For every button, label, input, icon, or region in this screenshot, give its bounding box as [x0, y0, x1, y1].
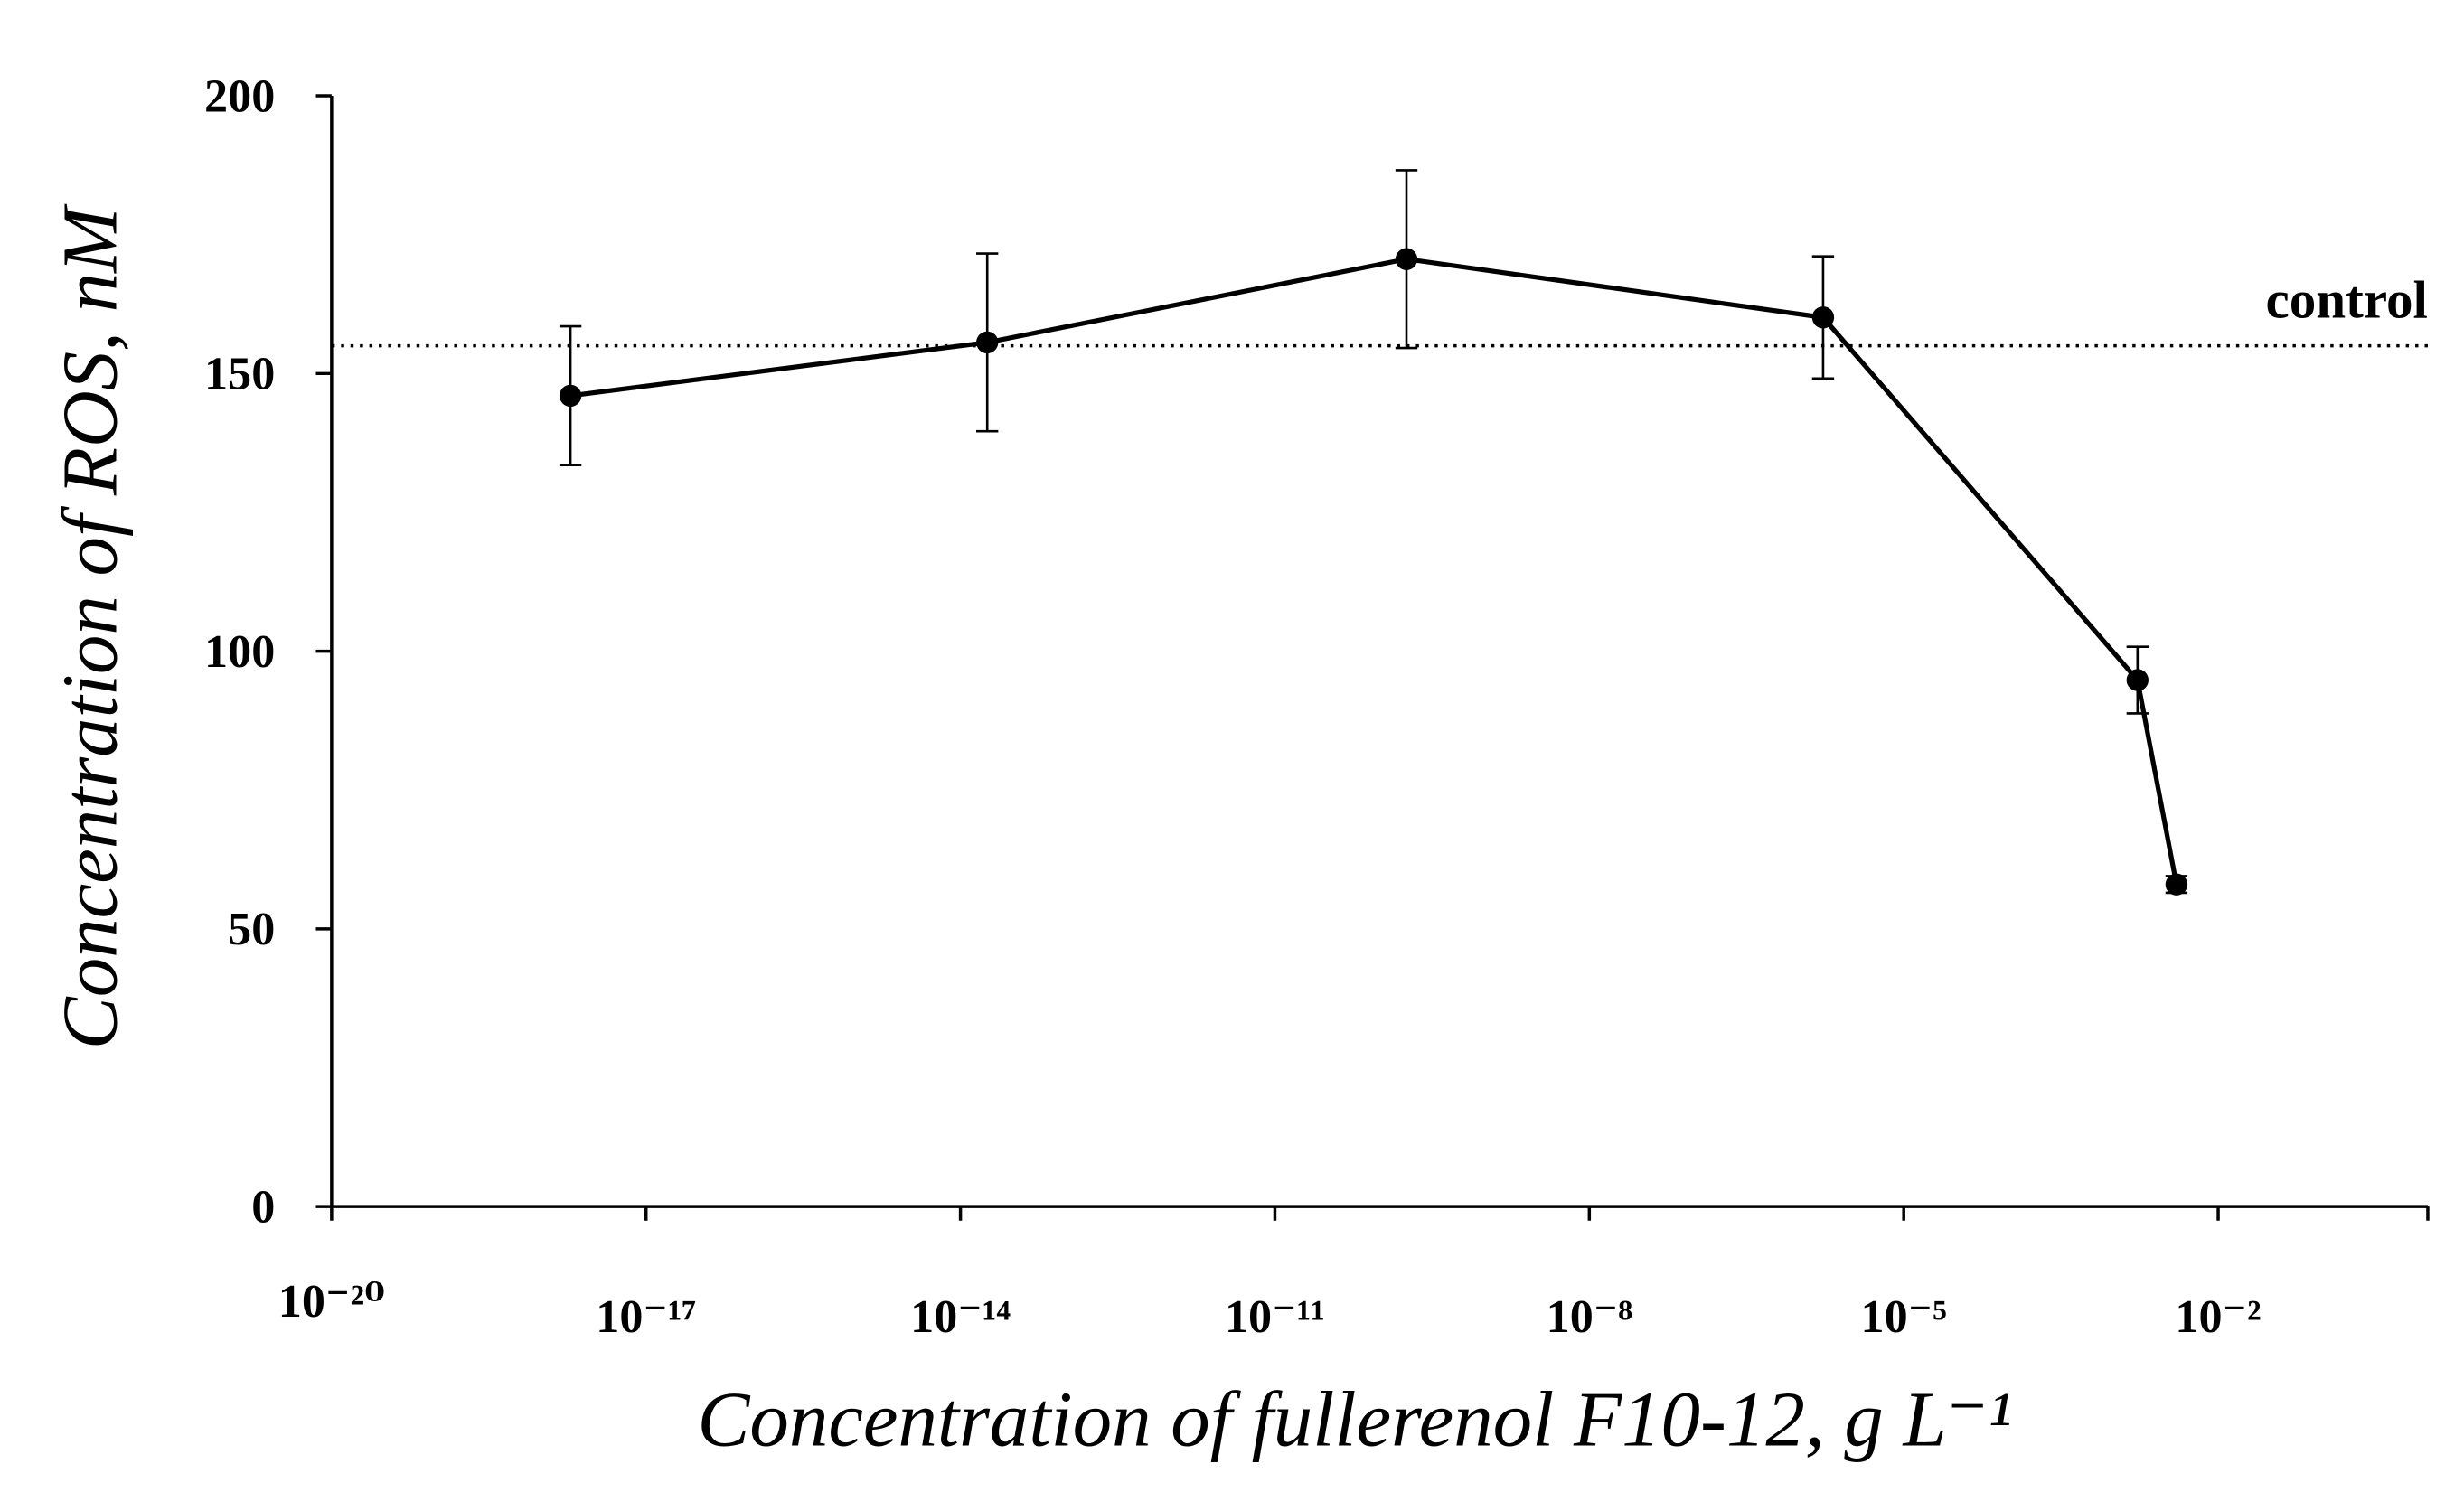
y-axis-title: Concentration of ROS, nM: [47, 203, 134, 1049]
x-tick-label: 10⁻²: [2175, 1291, 2261, 1343]
point: [1811, 306, 1835, 329]
x-tick-label: 10⁻¹¹: [1225, 1291, 1325, 1343]
y-tick-label: 0: [251, 1182, 275, 1234]
x-tick-label: 10⁻¹⁷: [596, 1291, 696, 1343]
x-tick-label: 10⁻¹⁴: [910, 1291, 1011, 1343]
control-label: control: [2266, 269, 2428, 329]
y-tick-label: 50: [228, 904, 275, 955]
x-tick-label: 10⁻²⁰: [278, 1276, 385, 1328]
point: [2165, 873, 2188, 896]
line: [569, 257, 2179, 886]
point: [1395, 248, 1418, 270]
point: [976, 331, 999, 354]
y-tick-label: 200: [204, 70, 275, 122]
x-tick-label: 10⁻⁵: [1861, 1291, 1947, 1343]
y-tick-label: 150: [204, 349, 275, 400]
x-tick-label: 10⁻⁸: [1547, 1291, 1632, 1343]
x-axis-title: Concentration of fullerenol F10-12, g L⁻…: [697, 1375, 2011, 1462]
point: [2126, 669, 2149, 691]
point: [559, 384, 582, 408]
y-tick-label: 100: [204, 626, 275, 678]
